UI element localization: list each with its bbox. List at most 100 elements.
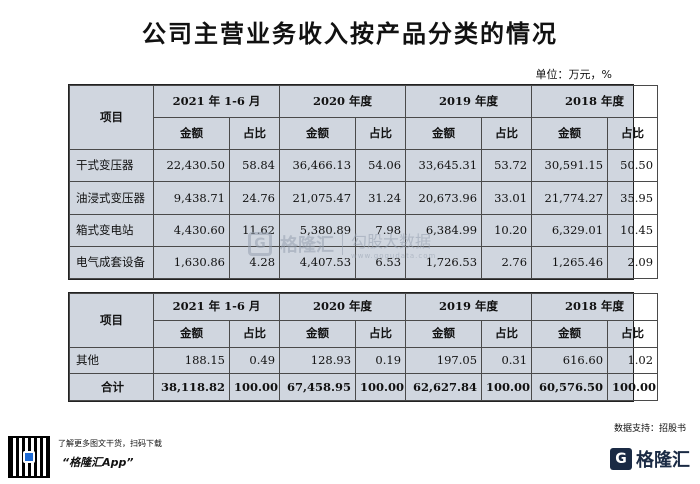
share-cell: 0.31 <box>481 346 533 375</box>
header-period: 2018 年度 <box>531 293 659 321</box>
row-label: 合计 <box>69 373 154 401</box>
amount-cell: 128.93 <box>279 346 357 375</box>
brand-logo-icon: G <box>610 448 632 470</box>
header-period: 2019 年度 <box>405 293 533 321</box>
data-source: 数据支持：招股书 <box>613 424 686 434</box>
header-amount: 金额 <box>531 117 609 151</box>
header-amount: 金额 <box>405 117 483 151</box>
header-period: 2020 年度 <box>279 293 407 321</box>
header-share: 占比 <box>481 319 533 348</box>
header-period: 2021 年 1-6 月 <box>152 84 281 119</box>
header-item: 项目 <box>69 84 154 151</box>
header-period: 2018 年度 <box>531 84 659 119</box>
share-cell: 31.24 <box>355 181 407 215</box>
row-label: 干式变压器 <box>69 149 154 183</box>
share-cell: 53.72 <box>481 149 533 183</box>
table-row: 箱式变电站 4,430.60 11.62 5,380.89 7.98 6,384.99 10… <box>69 213 659 247</box>
header-item: 项目 <box>69 293 154 348</box>
app-name: “格隆汇App” <box>62 456 134 469</box>
amount-cell: 9,438.71 <box>153 181 230 215</box>
header-amount: 金额 <box>153 319 230 348</box>
amount-cell: 5,380.89 <box>279 213 357 247</box>
share-cell: 2.09 <box>607 245 659 280</box>
table-row: 电气成套设备 1,630.86 4.28 4,407.53 6.53 1,726.53 2.… <box>69 245 659 280</box>
header-share: 占比 <box>355 117 407 151</box>
header-share: 占比 <box>228 117 281 151</box>
table-row: 油浸式变压器 9,438.71 24.76 21,075.47 31.24 20,673.… <box>69 181 659 215</box>
header-amount: 金额 <box>405 319 483 348</box>
amount-cell: 6,329.01 <box>531 213 609 247</box>
header-amount: 金额 <box>531 319 609 348</box>
amount-cell: 21,774.27 <box>531 181 609 215</box>
amount-cell: 1,630.86 <box>153 245 230 280</box>
share-cell: 58.84 <box>228 149 281 183</box>
share-cell: 54.06 <box>355 149 407 183</box>
watermark-divider <box>342 233 343 255</box>
amount-cell: 36,466.13 <box>279 149 357 183</box>
header-row-periods: 项目 2021 年 1-6 月 2020 年度 2019 年度 2018 年度 <box>69 293 659 348</box>
other-total-table: 项目 2021 年 1-6 月 2020 年度 2019 年度 2018 年度 金额 占比金… <box>68 292 659 402</box>
amount-cell: 30,591.15 <box>531 149 609 183</box>
amount-cell: 4,430.60 <box>153 213 230 247</box>
header-share: 占比 <box>607 319 659 348</box>
watermark: G 格隆汇 勾股大数据 www.gogudata.com <box>248 228 436 260</box>
share-cell: 33.01 <box>481 181 533 215</box>
amount-cell: 4,407.53 <box>279 245 357 280</box>
header-amount: 金额 <box>153 117 230 151</box>
share-cell: 100.00 <box>228 373 281 401</box>
header-period: 2019 年度 <box>405 84 533 119</box>
share-cell: 100.00 <box>355 373 407 401</box>
table-row: 合计 38,118.82 100.00 67,458.95 100.00 62,627.8… <box>69 373 659 401</box>
header-period: 2021 年 1-6 月 <box>152 293 281 321</box>
header-amount: 金额 <box>279 319 357 348</box>
product-revenue-table: 项目 2021 年 1-6 月 2020 年度 2019 年度 2018 年度 金额 占比金… <box>68 84 659 280</box>
header-row-periods: 项目 2021 年 1-6 月 2020 年度 2019 年度 2018 年度 <box>69 84 659 151</box>
header-row-metrics: 金额 占比 金额 占比 金额 占比 金额 占比 <box>70 319 659 348</box>
header-share: 占比 <box>481 117 533 151</box>
row-label: 箱式变电站 <box>69 213 154 247</box>
amount-cell: 38,118.82 <box>153 373 230 401</box>
share-cell: 0.19 <box>355 346 407 375</box>
share-cell: 24.76 <box>228 181 281 215</box>
share-cell: 6.53 <box>355 245 407 280</box>
row-label: 油浸式变压器 <box>69 181 154 215</box>
table-row: 干式变压器 22,430.50 58.84 36,466.13 54.06 33,645.… <box>69 149 659 183</box>
footer: 了解更多图文干货，扫码下载 “格隆汇App” G 格隆汇 <box>0 432 700 484</box>
header-share: 占比 <box>355 319 407 348</box>
share-cell: 10.45 <box>607 213 659 247</box>
header-amount: 金额 <box>279 117 357 151</box>
qr-center-logo-icon <box>23 451 35 463</box>
header-row-metrics: 金额 占比 金额 占比 金额 占比 金额 占比 <box>70 117 659 151</box>
header-share: 占比 <box>607 117 659 151</box>
watermark-url: www.gogudata.com <box>351 252 437 260</box>
amount-cell: 62,627.84 <box>405 373 483 401</box>
share-cell: 2.76 <box>481 245 533 280</box>
amount-cell: 197.05 <box>405 346 483 375</box>
header-period: 2020 年度 <box>279 84 407 119</box>
watermark-logo: G <box>248 232 272 256</box>
share-cell: 10.20 <box>481 213 533 247</box>
amount-cell: 6,384.99 <box>405 213 483 247</box>
amount-cell: 60,576.50 <box>531 373 609 401</box>
share-cell: 0.49 <box>228 346 281 375</box>
amount-cell: 67,458.95 <box>279 373 357 401</box>
share-cell: 7.98 <box>355 213 407 247</box>
row-label: 电气成套设备 <box>69 245 154 280</box>
share-cell: 1.02 <box>607 346 659 375</box>
watermark-name: 勾股大数据 <box>351 232 432 251</box>
watermark-brand: 格隆汇 <box>280 235 334 256</box>
qr-code-icon[interactable] <box>8 436 50 478</box>
header-share: 占比 <box>228 319 281 348</box>
share-cell: 50.50 <box>607 149 659 183</box>
amount-cell: 188.15 <box>153 346 230 375</box>
amount-cell: 616.60 <box>531 346 609 375</box>
page-title: 公司主营业务收入按产品分类的情况 <box>142 20 558 48</box>
share-cell: 100.00 <box>481 373 533 401</box>
amount-cell: 22,430.50 <box>153 149 230 183</box>
amount-cell: 1,726.53 <box>405 245 483 280</box>
promo-line: 了解更多图文干货，扫码下载 <box>58 439 162 448</box>
share-cell: 35.95 <box>607 181 659 215</box>
amount-cell: 21,075.47 <box>279 181 357 215</box>
amount-cell: 1,265.46 <box>531 245 609 280</box>
brand-text: 格隆汇 <box>636 450 690 471</box>
